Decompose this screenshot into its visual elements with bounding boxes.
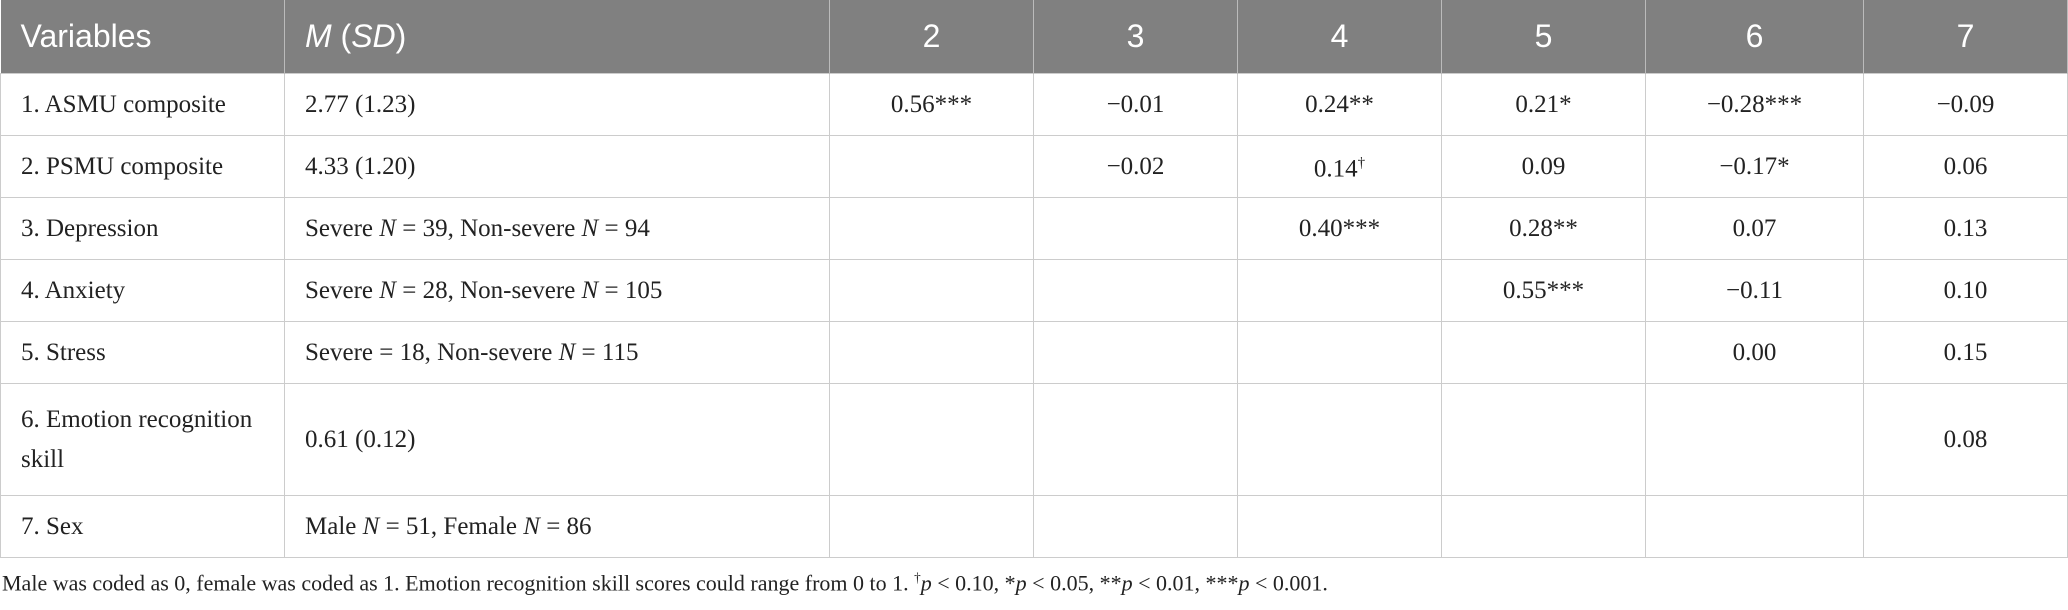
table-row: 6. Emotion recognition skill 0.61 (0.12) 0… [0, 383, 2068, 496]
footnote: Male was coded as 0, female was coded as… [2, 570, 1328, 596]
table-cell: Severe N = 28, Non-severe N = 105 [284, 259, 830, 322]
table-cell: 0.28** [1441, 197, 1646, 260]
table-cell [829, 135, 1034, 198]
table-row: 4. Anxiety Severe N = 28, Non-severe N = … [0, 259, 2068, 322]
header-cell: 3 [1033, 0, 1238, 74]
table-cell [1237, 495, 1442, 558]
header-cell: 6 [1645, 0, 1864, 74]
header-cell: 5 [1441, 0, 1646, 74]
table-row: 1. ASMU composite 2.77 (1.23) 0.56*** −0.01… [0, 73, 2068, 136]
table-cell: 3. Depression [0, 197, 285, 260]
table-cell: 2. PSMU composite [0, 135, 285, 198]
table-cell: 0.08 [1863, 383, 2068, 496]
table-body: 1. ASMU composite 2.77 (1.23) 0.56*** −0.01… [0, 73, 2068, 558]
correlation-table: Variables M (SD) 2 3 4 5 6 7 1. ASMU composite 2… [0, 0, 2068, 558]
table-cell [829, 321, 1034, 384]
table-cell: 0.56*** [829, 73, 1034, 136]
table-row: 5. Stress Severe = 18, Non-severe N = 115… [0, 321, 2068, 384]
table-cell: 0.21* [1441, 73, 1646, 136]
table-cell: 2.77 (1.23) [284, 73, 830, 136]
table-cell: 0.40*** [1237, 197, 1442, 260]
table-cell [829, 495, 1034, 558]
table-cell [829, 197, 1034, 260]
table-cell [829, 383, 1034, 496]
table-cell [1237, 259, 1442, 322]
table-cell [1645, 495, 1864, 558]
table-cell: 5. Stress [0, 321, 285, 384]
table-cell: 0.15 [1863, 321, 2068, 384]
table-cell: −0.17* [1645, 135, 1864, 198]
table-cell: Severe = 18, Non-severe N = 115 [284, 321, 830, 384]
table-cell: −0.11 [1645, 259, 1864, 322]
table-row: 3. Depression Severe N = 39, Non-severe N… [0, 197, 2068, 260]
table-cell: 0.06 [1863, 135, 2068, 198]
table-cell [1033, 495, 1238, 558]
table-cell [1863, 495, 2068, 558]
table-row: 7. Sex Male N = 51, Female N = 86 [0, 495, 2068, 558]
table-cell [829, 259, 1034, 322]
table-cell [1441, 321, 1646, 384]
table-cell [1237, 321, 1442, 384]
table-cell: 4. Anxiety [0, 259, 285, 322]
table-cell [1033, 259, 1238, 322]
header-cell: Variables [0, 0, 285, 74]
table-cell: 0.13 [1863, 197, 2068, 260]
table-cell: 0.00 [1645, 321, 1864, 384]
header-cell: M (SD) [284, 0, 830, 74]
table-cell [1033, 321, 1238, 384]
table-cell: 6. Emotion recognition skill [0, 383, 285, 496]
table-cell: Severe N = 39, Non-severe N = 94 [284, 197, 830, 260]
table-cell [1441, 495, 1646, 558]
table-row: 2. PSMU composite 4.33 (1.20) −0.02 0.14† 0.… [0, 135, 2068, 198]
header-row: Variables M (SD) 2 3 4 5 6 7 [0, 0, 2068, 74]
table-cell: 1. ASMU composite [0, 73, 285, 136]
table-cell [1033, 197, 1238, 260]
table-cell: 0.10 [1863, 259, 2068, 322]
table-cell [1237, 383, 1442, 496]
header-cell: 7 [1863, 0, 2068, 74]
table-cell: 4.33 (1.20) [284, 135, 830, 198]
table-cell: −0.02 [1033, 135, 1238, 198]
table-cell: 0.09 [1441, 135, 1646, 198]
header-cell: 4 [1237, 0, 1442, 74]
table-cell: 0.61 (0.12) [284, 383, 830, 496]
table-cell [1441, 383, 1646, 496]
table-cell: 7. Sex [0, 495, 285, 558]
table-cell: −0.28*** [1645, 73, 1864, 136]
table-cell: −0.09 [1863, 73, 2068, 136]
table-cell: Male N = 51, Female N = 86 [284, 495, 830, 558]
table-cell [1033, 383, 1238, 496]
table-cell [1645, 383, 1864, 496]
table-cell: 0.55*** [1441, 259, 1646, 322]
table-cell: 0.07 [1645, 197, 1864, 260]
header-cell: 2 [829, 0, 1034, 74]
table-cell: 0.14† [1237, 135, 1442, 198]
table-cell: −0.01 [1033, 73, 1238, 136]
table-cell: 0.24** [1237, 73, 1442, 136]
